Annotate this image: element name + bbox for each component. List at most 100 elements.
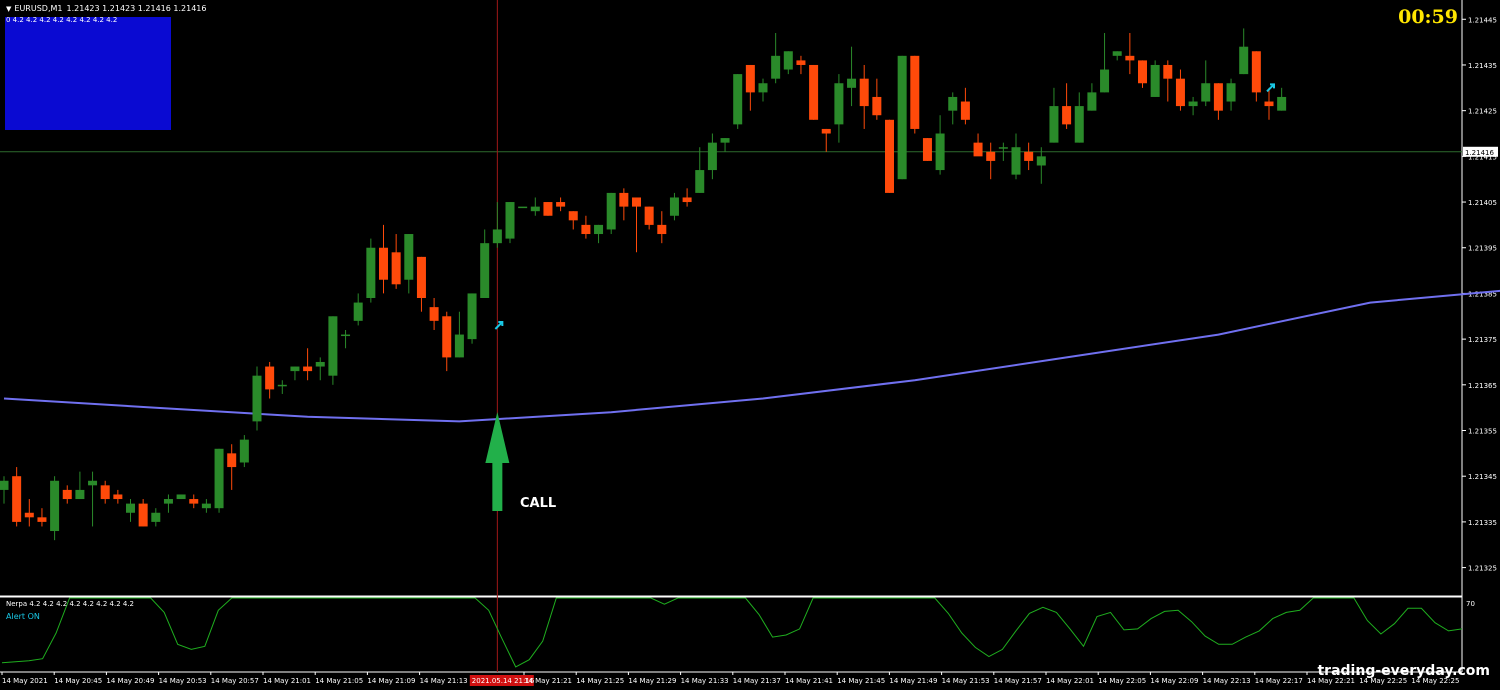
candle [227, 444, 237, 490]
candle-body [1024, 151, 1034, 161]
time-tick-label: 14 May 20:45 [54, 677, 102, 685]
candle [454, 311, 464, 358]
candle [290, 366, 300, 381]
candle-body [454, 334, 464, 358]
candle-body [657, 224, 667, 235]
candle-body [1087, 92, 1097, 111]
time-tick-label: 14 May 22:17 [1255, 677, 1303, 685]
candle [100, 480, 110, 504]
candle-body [100, 485, 110, 500]
candle [707, 133, 717, 180]
candle-body [1011, 147, 1021, 175]
candle [328, 316, 338, 385]
candle-body [1036, 156, 1046, 166]
candle [189, 494, 199, 509]
candle-body [50, 480, 60, 532]
candle [568, 211, 578, 230]
candle-body [796, 60, 806, 65]
candle-body [1062, 106, 1072, 125]
time-tick-label: 14 May 21:41 [785, 677, 833, 685]
candle-body [1277, 96, 1287, 111]
candle [277, 380, 287, 394]
time-tick-label: 14 May 2021 [2, 677, 48, 685]
candle [594, 224, 604, 244]
indicator-values: 0 4.2 4.2 4.2 4.2 4.2 4.2 4.2 4.2 [6, 16, 118, 24]
candle-body [138, 503, 148, 527]
candle-body [922, 138, 932, 161]
candle [644, 206, 654, 230]
oscillator-line [1, 597, 1463, 668]
time-tick-label: 14 May 21:01 [263, 677, 311, 685]
candle-body [771, 55, 781, 79]
candle-body [1112, 51, 1122, 56]
candle-body [695, 170, 705, 193]
time-tick-label: 14 May 21:25 [576, 677, 624, 685]
candle-body [505, 202, 515, 239]
time-tick-label: 14 May 22:01 [1046, 677, 1094, 685]
candle-body [429, 307, 439, 321]
candle-body [391, 252, 401, 285]
candle [315, 357, 325, 381]
candle-body [1125, 55, 1135, 61]
time-tick-label: 14 May 21:05 [315, 677, 363, 685]
candle [1087, 83, 1097, 111]
candle-body [480, 243, 490, 298]
candle [619, 188, 629, 221]
candle [897, 55, 907, 180]
candle [632, 197, 641, 253]
candle [783, 51, 793, 75]
candle-body [12, 476, 22, 522]
candle [1036, 147, 1046, 184]
oscillator-level-label: 70 [1466, 600, 1475, 608]
time-tick-label: 14 May 22:25 [1359, 677, 1407, 685]
candle-body [379, 247, 388, 280]
candle-body [126, 503, 135, 513]
time-tick-label: 14 May 22:21 [1307, 677, 1355, 685]
candle-body [176, 494, 186, 500]
dropdown-triangle-icon[interactable]: ▼ [6, 5, 12, 13]
candle [505, 202, 515, 244]
candle-body [910, 55, 920, 129]
candle [416, 256, 426, 312]
candle [1011, 133, 1021, 180]
candle-body [530, 206, 540, 212]
candle [265, 361, 275, 399]
call-arrow-icon [485, 412, 510, 511]
info-box [5, 17, 171, 130]
candle-body [998, 147, 1008, 149]
candle [138, 499, 148, 527]
candle-timer: 00:59 [1398, 6, 1458, 28]
candle [543, 202, 553, 216]
candle-body [821, 128, 831, 134]
current-price-label: 1.21416 [1465, 149, 1494, 157]
candle [1188, 96, 1198, 116]
candle-body [151, 512, 161, 522]
candle [910, 55, 920, 134]
candle [1163, 60, 1173, 102]
signal-arrow-icon [494, 320, 504, 330]
current-price-box [1463, 146, 1498, 157]
candle [391, 234, 401, 289]
candle-body [492, 229, 502, 244]
time-tick-label: 14 May 21:09 [367, 677, 415, 685]
candle-body [619, 192, 629, 207]
time-tick-label: 14 May 22:13 [1203, 677, 1251, 685]
candle-body [682, 197, 692, 203]
candle-body [1150, 64, 1160, 97]
candle [113, 489, 123, 504]
candle-body [986, 151, 996, 161]
candle-body [0, 480, 9, 490]
candle [1251, 51, 1261, 102]
candle-body [1264, 101, 1274, 107]
candle [1201, 60, 1211, 107]
candle [960, 87, 970, 125]
candle-body [303, 366, 313, 372]
candle [214, 448, 224, 513]
candle [492, 202, 502, 248]
call-label: CALL [520, 496, 557, 511]
candle [379, 224, 388, 294]
time-tick-label: 14 May 21:29 [628, 677, 676, 685]
candle [480, 229, 490, 298]
symbol-label: EURUSD,M1 [14, 4, 63, 13]
